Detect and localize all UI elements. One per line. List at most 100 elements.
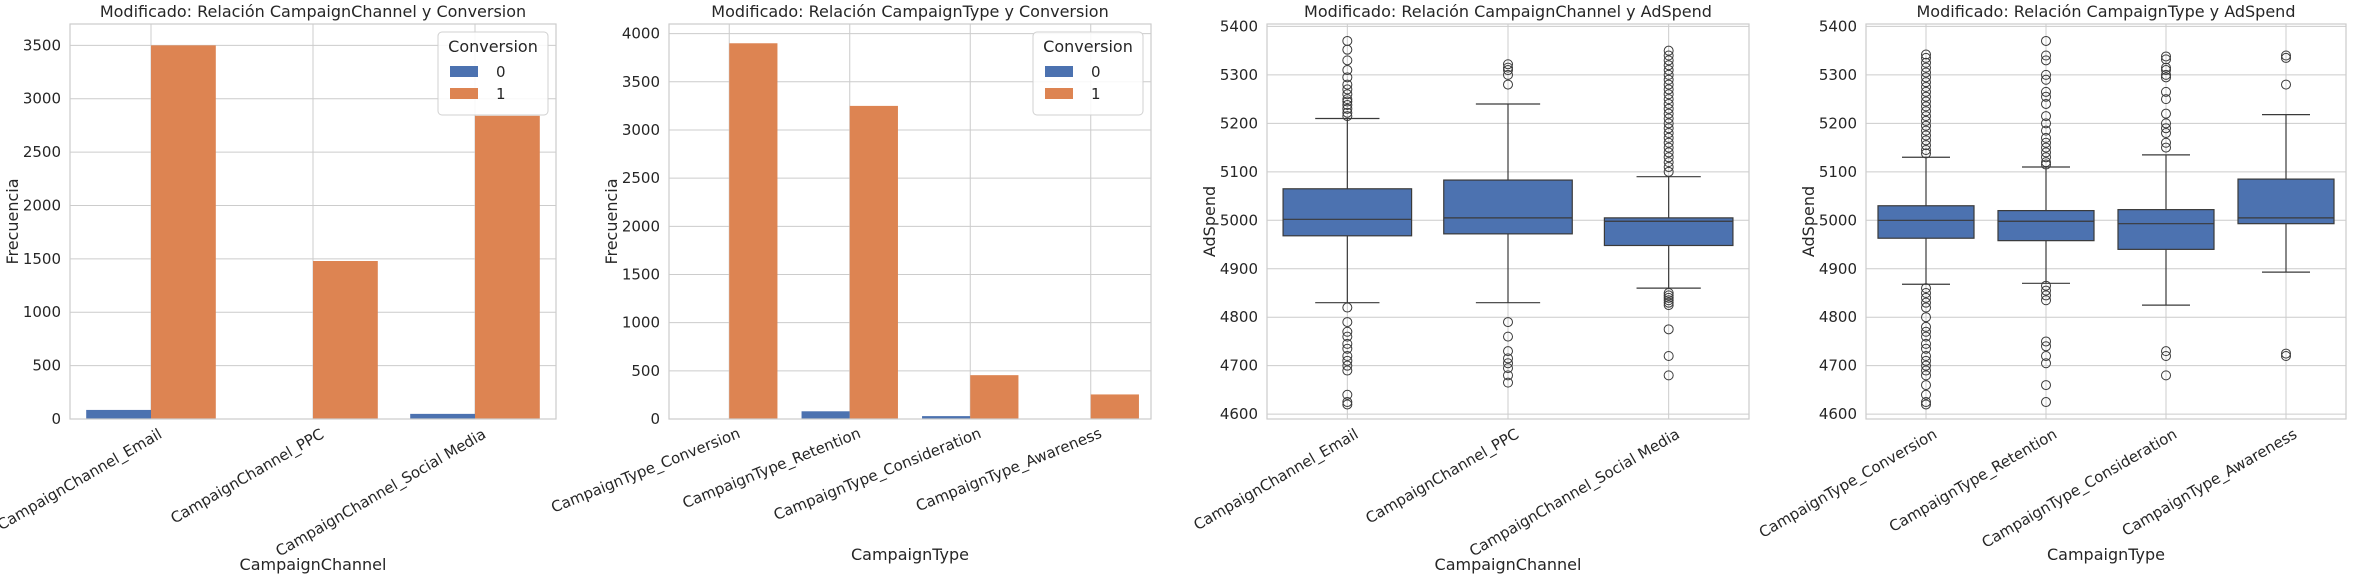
- outlier-point: [2041, 118, 2051, 129]
- y-tick-label: 3000: [622, 121, 660, 139]
- outlier-point: [1921, 57, 1931, 68]
- axes-frame: [69, 23, 557, 420]
- outlier-point: [1342, 331, 1353, 342]
- outlier-point: [1921, 101, 1931, 112]
- outlier-point: [1921, 380, 1931, 391]
- outlier-point: [2161, 94, 2171, 105]
- chart-title: Modificado: Relación CampaignChannel y C…: [100, 2, 526, 21]
- outlier-point: [1663, 137, 1674, 148]
- y-tick-label: 2000: [23, 196, 61, 214]
- outlier-point: [2281, 350, 2291, 361]
- outlier-point: [1342, 350, 1353, 361]
- bar: [729, 43, 778, 420]
- outlier-point: [2041, 74, 2051, 85]
- bar: [970, 375, 1019, 419]
- outlier-point: [2041, 50, 2051, 61]
- outlier-point: [2161, 346, 2171, 357]
- y-tick-label: 5000: [1220, 211, 1258, 229]
- outlier-point: [1663, 74, 1674, 85]
- y-tick-label: 0: [650, 410, 660, 428]
- outlier-point: [1342, 360, 1353, 371]
- outlier-point: [2161, 86, 2171, 97]
- outlier-point: [1663, 292, 1674, 303]
- y-tick-label: 2000: [622, 217, 660, 235]
- y-tick-label: 5100: [1819, 163, 1857, 181]
- outlier-point: [1342, 55, 1353, 66]
- x-tick-label: CampaignChannel_Email: [1190, 425, 1361, 535]
- y-tick-label: 3500: [23, 36, 61, 54]
- legend-label: 0: [496, 63, 506, 81]
- outlier-point: [1663, 161, 1674, 172]
- outlier-point: [1921, 130, 1931, 141]
- outlier-point: [1342, 111, 1353, 122]
- outlier-point: [1921, 72, 1931, 83]
- outlier-point: [1663, 50, 1674, 61]
- outlier-point: [1503, 370, 1513, 381]
- outlier-point: [1503, 317, 1513, 328]
- outlier-point: [1921, 360, 1931, 371]
- outlier-point: [1663, 79, 1674, 90]
- outlier-point: [1503, 377, 1513, 388]
- outlier-point: [2041, 157, 2051, 168]
- outlier-point: [1921, 135, 1931, 146]
- outlier-point: [2161, 123, 2171, 134]
- x-tick-label: CampaignType_Conversion: [548, 424, 743, 517]
- outlier-point: [2041, 350, 2051, 361]
- outlier-point: [2161, 62, 2171, 73]
- y-tick-label: 500: [32, 357, 61, 375]
- outlier-point: [2161, 108, 2171, 119]
- bar: [313, 261, 378, 419]
- outlier-point: [1503, 358, 1513, 369]
- outlier-point: [1342, 72, 1353, 83]
- outlier-point: [2041, 111, 2051, 122]
- axes-frame: [1266, 23, 1750, 420]
- outlier-point: [1663, 290, 1674, 301]
- y-tick-label: 2500: [23, 143, 61, 161]
- outlier-point: [1663, 297, 1674, 308]
- outlier-point: [1921, 326, 1931, 337]
- outlier-point: [1921, 312, 1931, 323]
- outlier-point: [2041, 336, 2051, 347]
- y-tick-label: 4800: [1819, 308, 1857, 326]
- outlier-point: [2041, 341, 2051, 352]
- outlier-point: [1921, 302, 1931, 313]
- y-tick-label: 4800: [1220, 308, 1258, 326]
- outlier-point: [1921, 297, 1931, 308]
- outlier-point: [1663, 166, 1674, 177]
- outlier-point: [1921, 125, 1931, 136]
- outlier-point: [1663, 89, 1674, 100]
- outlier-point: [1663, 128, 1674, 139]
- outlier-point: [1663, 94, 1674, 105]
- outlier-point: [1342, 94, 1353, 105]
- outlier-point: [1663, 55, 1674, 66]
- y-axis-label: AdSpend: [1799, 186, 1818, 257]
- y-tick-label: 0: [51, 410, 61, 428]
- y-tick-label: 500: [631, 362, 660, 380]
- outlier-point: [1342, 397, 1353, 408]
- outlier-point: [1663, 287, 1674, 298]
- y-tick-label: 4700: [1220, 357, 1258, 375]
- y-axis-label: AdSpend: [1200, 186, 1219, 257]
- outlier-point: [1921, 365, 1931, 376]
- y-tick-label: 5400: [1220, 17, 1258, 35]
- x-axis-label: CampaignType: [2047, 545, 2165, 564]
- outlier-point: [1921, 399, 1931, 410]
- outlier-point: [2041, 152, 2051, 163]
- outlier-point: [2281, 79, 2291, 90]
- outlier-point: [1342, 389, 1353, 400]
- outlier-point: [1342, 99, 1353, 110]
- outlier-point: [2041, 98, 2051, 109]
- box: [1603, 217, 1734, 247]
- outlier-point: [1503, 363, 1513, 374]
- outlier-point: [2161, 137, 2171, 148]
- outlier-point: [1663, 324, 1674, 335]
- outlier-point: [2041, 69, 2051, 80]
- outlier-point: [1663, 157, 1674, 168]
- outlier-point: [2161, 51, 2171, 62]
- legend-title: Conversion: [448, 37, 538, 56]
- legend-label: 1: [1091, 85, 1101, 103]
- outlier-point: [2161, 118, 2171, 129]
- outlier-point: [1342, 399, 1353, 410]
- box: [1282, 188, 1413, 237]
- chart-title: Modificado: Relación CampaignType y Conv…: [711, 2, 1108, 21]
